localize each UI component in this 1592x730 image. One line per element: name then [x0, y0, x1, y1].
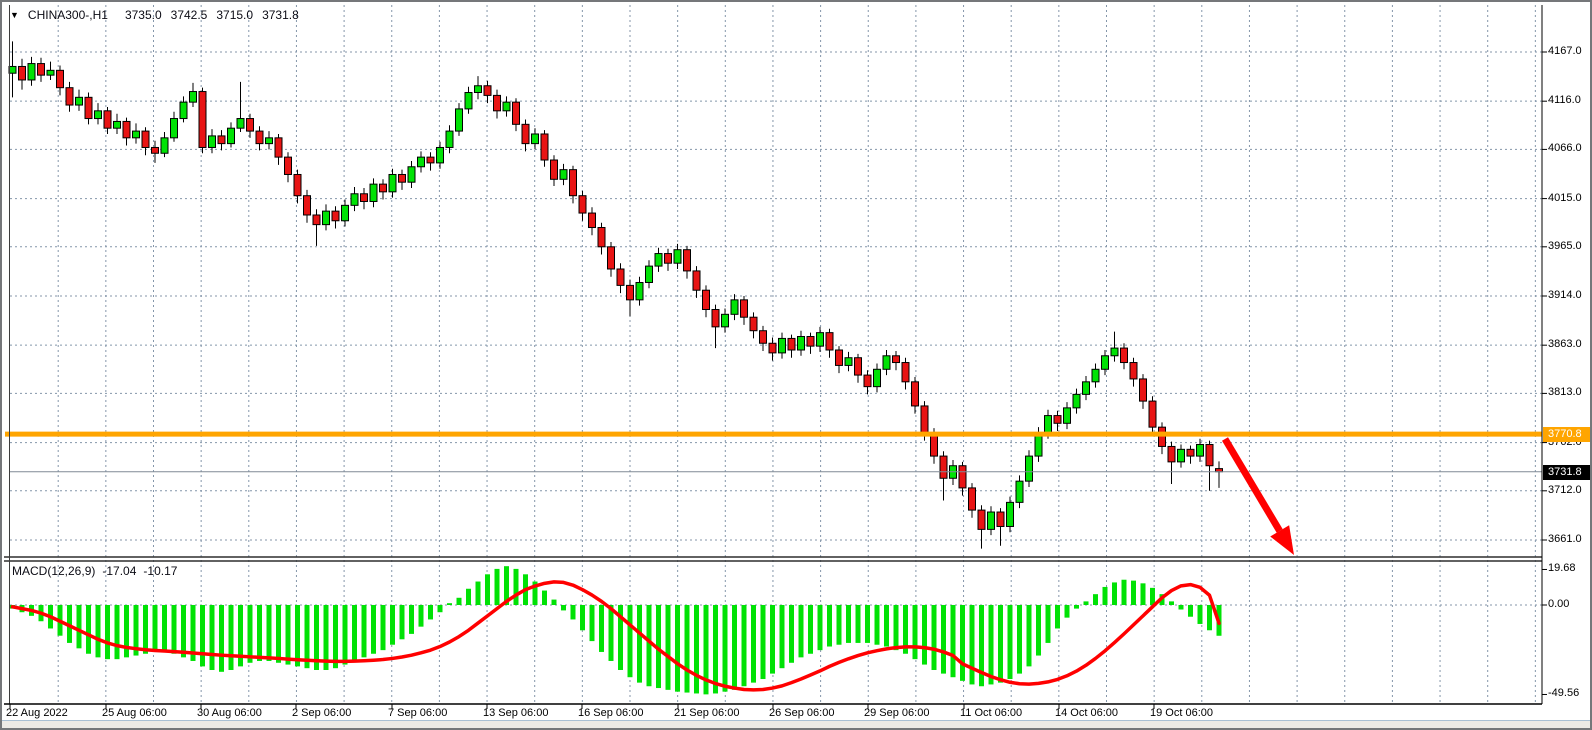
time-tick-label: 13 Sep 06:00 — [483, 707, 549, 719]
symbol-label: CHINA300-,H1 — [27, 8, 108, 22]
price-tick-label: 4066.0 — [1548, 142, 1582, 155]
price-tick-label: 3813.0 — [1548, 386, 1582, 399]
time-tick-label: 22 Aug 2022 — [6, 707, 68, 719]
macd-tick-label: -49.56 — [1548, 687, 1580, 700]
time-tick-label: 25 Aug 06:00 — [102, 707, 167, 719]
down-arrow — [1221, 437, 1283, 533]
price-tick-label: 3863.0 — [1548, 338, 1582, 351]
ohlc-open: 3735.0 — [124, 8, 162, 22]
time-tick-label: 7 Sep 06:00 — [388, 707, 448, 719]
axis-ticks — [9, 51, 1547, 709]
time-tick-label: 16 Sep 06:00 — [578, 707, 644, 719]
down-arrow-head — [1270, 525, 1294, 555]
time-tick-label: 19 Oct 06:00 — [1150, 707, 1213, 719]
chart-header: ▼ CHINA300-,H1 3735.0 3742.5 3715.0 3731… — [10, 8, 299, 22]
price-tick-label: 3914.0 — [1548, 288, 1582, 301]
macd-header: MACD(12,26,9) -17.04 -10.17 — [12, 564, 177, 578]
last-price-label: 3731.8 — [1543, 464, 1590, 480]
macd-signal-value: -10.17 — [143, 564, 178, 578]
time-tick-label: 26 Sep 06:00 — [769, 707, 835, 719]
price-tick-label: 4167.0 — [1548, 45, 1582, 57]
price-tick-label: 3661.0 — [1548, 532, 1582, 545]
macd-tick-label: 19.68 — [1548, 562, 1576, 575]
price-tick-label: 4116.0 — [1548, 94, 1581, 107]
candles-layer — [8, 41, 1223, 549]
symbol-dropdown-icon[interactable]: ▼ — [10, 10, 19, 20]
time-tick-label: 30 Aug 06:00 — [197, 707, 262, 719]
price-tick-label: 3965.0 — [1548, 239, 1582, 252]
resistance-price-label: 3770.8 — [1543, 426, 1590, 442]
time-tick-label: 21 Sep 06:00 — [674, 707, 740, 719]
time-tick-label: 11 Oct 06:00 — [960, 707, 1023, 719]
ohlc-low: 3715.0 — [216, 8, 254, 22]
grid-layer — [10, 5, 1542, 704]
time-tick-label: 2 Sep 06:00 — [292, 707, 352, 719]
macd-main-value: -17.04 — [102, 564, 137, 578]
price-tick-label: 3712.0 — [1548, 483, 1582, 496]
time-tick-label: 29 Sep 06:00 — [864, 707, 930, 719]
ohlc-high: 3742.5 — [170, 8, 208, 22]
window-footer — [2, 720, 1590, 728]
ohlc-close: 3731.8 — [262, 8, 299, 22]
macd-histogram-layer — [10, 566, 1222, 695]
macd-indicator-label: MACD(12,26,9) — [12, 564, 96, 578]
time-tick-label: 14 Oct 06:00 — [1055, 707, 1118, 719]
macd-signal-line — [10, 580, 1221, 692]
macd-tick-label: 0.00 — [1548, 598, 1570, 610]
price-tick-label: 4015.0 — [1548, 191, 1582, 204]
